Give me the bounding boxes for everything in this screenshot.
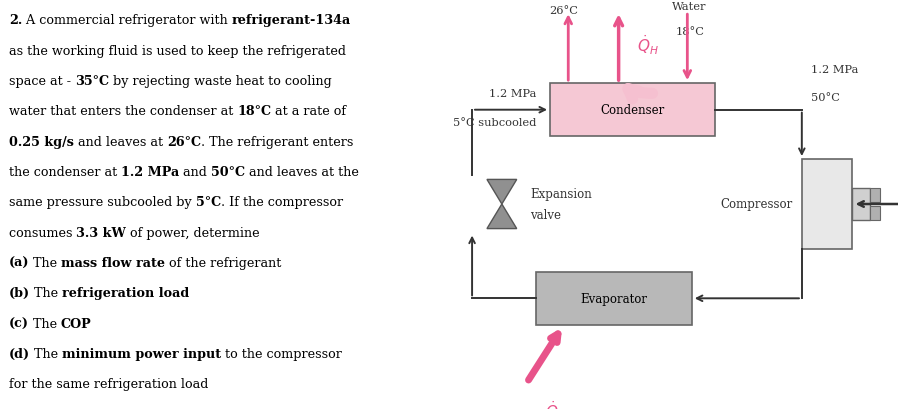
Text: 0.25 kg/s: 0.25 kg/s (9, 135, 74, 148)
Text: 18°C: 18°C (237, 105, 271, 118)
Text: consumes: consumes (9, 226, 76, 239)
Text: valve: valve (531, 208, 561, 221)
Text: 50°C: 50°C (211, 166, 245, 179)
Text: and: and (180, 166, 211, 179)
Text: 50°C: 50°C (811, 93, 840, 103)
Text: 3.3 kW: 3.3 kW (76, 226, 127, 239)
Text: to the compressor: to the compressor (221, 347, 342, 360)
Text: for the same refrigeration load: for the same refrigeration load (9, 378, 208, 391)
Text: The: The (29, 317, 61, 330)
Text: and leaves at the: and leaves at the (245, 166, 359, 179)
Text: Condenser: Condenser (600, 104, 665, 117)
Text: 1.2 MPa: 1.2 MPa (489, 89, 536, 99)
Text: mass flow rate: mass flow rate (61, 256, 165, 270)
Text: Expansion: Expansion (531, 188, 592, 201)
Text: A commercial refrigerator with: A commercial refrigerator with (22, 14, 232, 27)
Text: COP: COP (61, 317, 92, 330)
Text: the condenser at: the condenser at (9, 166, 121, 179)
Text: Water: Water (673, 2, 707, 12)
Text: water that enters the condenser at: water that enters the condenser at (9, 105, 237, 118)
Text: (d): (d) (9, 347, 30, 360)
Text: refrigeration load: refrigeration load (62, 287, 189, 300)
Text: 26°C: 26°C (167, 135, 201, 148)
Text: The: The (30, 347, 62, 360)
Text: $\dot{Q}_L$: $\dot{Q}_L$ (545, 399, 564, 409)
Polygon shape (487, 204, 516, 229)
Text: (b): (b) (9, 287, 30, 300)
Text: 35°C: 35°C (75, 75, 109, 88)
Text: 2.: 2. (9, 14, 22, 27)
Bar (536, 272, 691, 325)
Bar (869, 206, 880, 221)
Text: as the working fluid is used to keep the refrigerated: as the working fluid is used to keep the… (9, 45, 346, 58)
Text: 26°C: 26°C (550, 6, 578, 16)
Bar (852, 188, 869, 221)
Text: by rejecting waste heat to cooling: by rejecting waste heat to cooling (109, 75, 331, 88)
Text: . If the compressor: . If the compressor (221, 196, 343, 209)
Text: The: The (30, 287, 62, 300)
Text: 5°C subcooled: 5°C subcooled (453, 118, 536, 128)
Text: 5°C: 5°C (196, 196, 221, 209)
Text: and leaves at: and leaves at (74, 135, 167, 148)
Text: $\dot{Q}_H$: $\dot{Q}_H$ (637, 33, 659, 57)
Bar (802, 160, 852, 249)
Text: . The refrigerant enters: . The refrigerant enters (201, 135, 353, 148)
Bar (550, 84, 715, 137)
Text: same pressure subcooled by: same pressure subcooled by (9, 196, 196, 209)
Text: space at -: space at - (9, 75, 75, 88)
Bar (869, 188, 880, 203)
Polygon shape (487, 180, 516, 204)
Text: (a): (a) (9, 256, 30, 270)
Text: The: The (30, 256, 61, 270)
Text: (c): (c) (9, 317, 29, 330)
Text: Compressor: Compressor (720, 198, 793, 211)
Text: 18°C: 18°C (675, 27, 704, 36)
Text: 1.2 MPa: 1.2 MPa (811, 65, 858, 74)
Text: 1.2 MPa: 1.2 MPa (121, 166, 180, 179)
Text: at a rate of: at a rate of (271, 105, 347, 118)
Text: minimum power input: minimum power input (62, 347, 221, 360)
Text: of the refrigerant: of the refrigerant (165, 256, 282, 270)
Text: of power, determine: of power, determine (127, 226, 260, 239)
Text: refrigerant-134a: refrigerant-134a (232, 14, 351, 27)
Text: Evaporator: Evaporator (580, 292, 647, 305)
